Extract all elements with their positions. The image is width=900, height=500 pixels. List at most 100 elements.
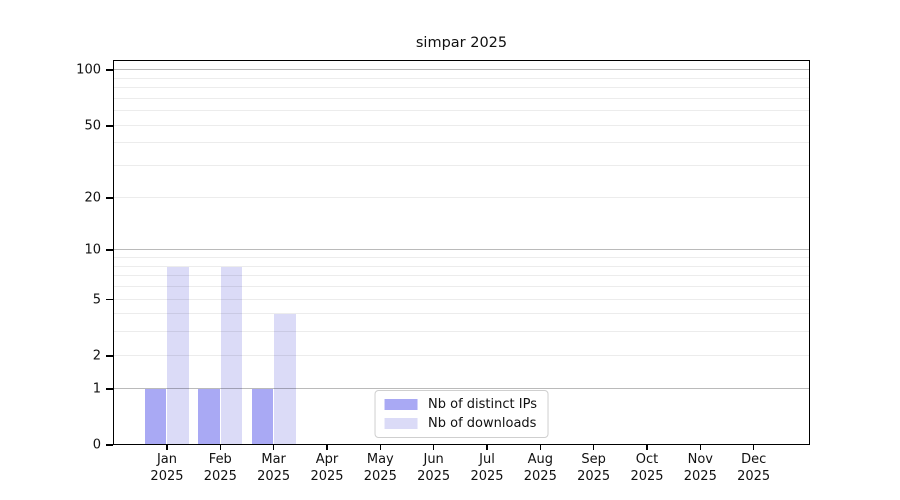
x-tick-month: Mar	[261, 452, 286, 467]
x-tick-year: 2025	[363, 468, 397, 484]
gridline-decade	[113, 249, 810, 251]
x-tick-month: Oct	[635, 452, 659, 467]
gridline-minor	[113, 110, 810, 112]
y-tick-label: 100	[76, 62, 101, 78]
x-tick-mark	[486, 445, 488, 450]
bar-downloads	[220, 266, 243, 445]
x-tick-label: Jan 2025	[150, 452, 183, 485]
bar-downloads	[167, 266, 189, 445]
y-tick-mark	[106, 444, 113, 446]
gridline-minor	[113, 97, 810, 99]
gridline-minor	[113, 298, 810, 300]
x-tick-label: Jul 2025	[470, 452, 503, 485]
plot-frame	[113, 60, 810, 445]
gridline-minor	[113, 124, 810, 126]
gridline-decade	[113, 69, 810, 71]
x-tick-month: Jan	[156, 452, 177, 467]
x-tick-month: Feb	[208, 452, 232, 467]
x-tick-year: 2025	[737, 468, 771, 484]
x-tick-mark	[379, 445, 382, 450]
x-tick-label: Aug 2025	[524, 452, 557, 485]
legend-swatch-distinct-ips	[384, 398, 418, 411]
x-tick-year: 2025	[630, 468, 664, 484]
x-tick-mark	[219, 445, 222, 450]
x-tick-mark	[539, 445, 542, 450]
y-tick-label: 10	[84, 242, 101, 258]
bar-distinct-ips	[251, 388, 274, 445]
gridline-minor	[113, 285, 810, 287]
y-tick-label: 2	[92, 348, 101, 364]
x-tick-mark	[646, 445, 648, 450]
bar-distinct-ips	[144, 388, 167, 445]
x-tick-label: Jun 2025	[417, 452, 450, 485]
legend: Nb of distinct IPs Nb of downloads	[374, 390, 549, 438]
x-tick-label: Apr 2025	[310, 452, 343, 485]
legend-entry-downloads: Nb of downloads	[384, 416, 537, 431]
y-tick-mark	[106, 124, 113, 127]
legend-swatch-downloads	[384, 417, 418, 430]
x-tick-month: Jul	[479, 452, 495, 467]
gridline-minor	[113, 265, 810, 267]
x-tick-label: Dec 2025	[737, 452, 770, 485]
x-tick-year: 2025	[257, 468, 291, 484]
x-tick-label: May 2025	[364, 452, 397, 485]
x-tick-mark	[166, 445, 168, 450]
x-tick-year: 2025	[150, 468, 184, 484]
x-tick-mark	[272, 445, 275, 450]
y-tick-mark	[106, 249, 113, 252]
y-tick-label: 5	[92, 292, 101, 307]
y-tick-mark	[106, 69, 113, 72]
x-tick-label: Oct 2025	[630, 452, 663, 485]
gridline-minor	[113, 87, 810, 89]
gridline-minor	[113, 354, 810, 356]
x-tick-year: 2025	[203, 468, 237, 484]
chart-title: simpar 2025	[415, 35, 508, 51]
y-tick-label: 0	[92, 437, 101, 453]
x-tick-label: Sep 2025	[577, 452, 610, 485]
gridline-minor	[113, 313, 810, 315]
x-tick-mark	[326, 445, 328, 450]
x-tick-year: 2025	[310, 468, 344, 484]
x-tick-label: Nov 2025	[684, 452, 717, 485]
legend-entry-distinct-ips: Nb of distinct IPs	[384, 397, 537, 412]
x-tick-year: 2025	[470, 468, 504, 484]
x-tick-year: 2025	[683, 468, 717, 484]
gridline-minor	[113, 142, 810, 144]
x-tick-month: Dec	[741, 452, 767, 467]
x-tick-year: 2025	[577, 468, 611, 484]
bar-distinct-ips	[198, 388, 220, 445]
x-tick-month: Nov	[687, 452, 713, 467]
legend-label-distinct-ips: Nb of distinct IPs	[428, 397, 537, 412]
y-tick-mark	[106, 298, 113, 301]
x-tick-label: Feb 2025	[204, 452, 237, 485]
x-tick-month: Apr	[315, 452, 339, 467]
x-tick-mark	[752, 445, 755, 450]
gridline-minor	[113, 165, 810, 167]
x-tick-year: 2025	[417, 468, 451, 484]
y-tick-label: 20	[84, 190, 101, 206]
x-tick-year: 2025	[523, 468, 557, 484]
y-tick-mark	[106, 355, 113, 357]
gridline-minor	[113, 77, 810, 79]
x-tick-mark	[592, 445, 595, 450]
x-tick-mark	[432, 445, 435, 450]
y-tick-label: 50	[84, 118, 101, 134]
bar-downloads	[274, 314, 296, 445]
y-tick-label: 1	[92, 381, 101, 397]
x-tick-month: May	[366, 452, 394, 467]
x-tick-mark	[699, 445, 702, 450]
x-tick-month: Jun	[423, 452, 444, 467]
gridline-decade	[113, 387, 810, 389]
gridline-minor	[113, 331, 810, 333]
gridline-minor	[113, 275, 810, 277]
y-tick-mark	[106, 196, 113, 199]
x-tick-month: Sep	[581, 452, 606, 467]
gridline-minor	[113, 257, 810, 259]
legend-label-downloads: Nb of downloads	[428, 416, 537, 431]
x-tick-month: Aug	[527, 452, 553, 467]
plot-area: Nb of distinct IPs Nb of downloads 0 1 2 5 10…	[76, 60, 810, 484]
x-tick-label: Mar 2025	[257, 452, 290, 485]
y-tick-mark	[106, 387, 113, 390]
gridline-minor	[113, 196, 810, 198]
